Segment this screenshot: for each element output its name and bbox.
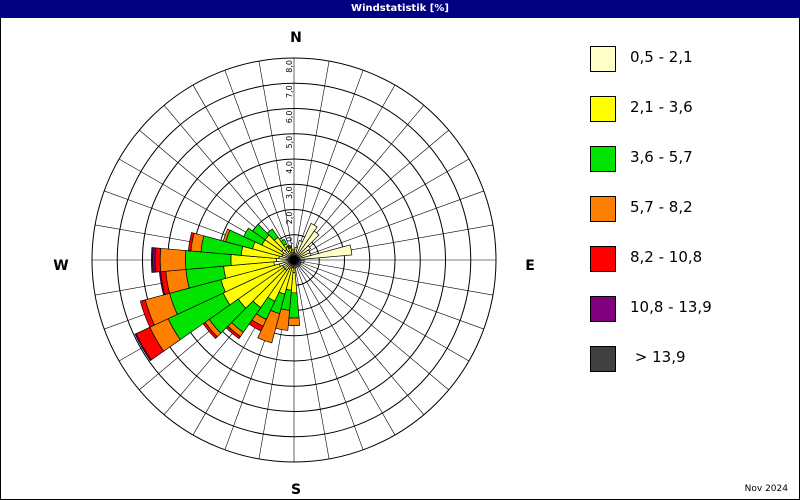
window-title: Windstatistik [%] (0, 0, 800, 18)
date-stamp: Nov 2024 (744, 484, 788, 494)
legend-item: 5,7 - 8,2 (590, 196, 790, 222)
radial-tick-labels: 8,0 7,0 6,0 5,0 4,0 3,0 2,0 1,0 (285, 60, 294, 249)
wind-bar-segment (293, 222, 318, 261)
legend-swatch (590, 96, 616, 122)
grid-spoke (293, 259, 330, 459)
legend-swatch (590, 346, 616, 372)
grid-spoke (258, 61, 295, 261)
wind-bar-segment (287, 317, 301, 326)
compass-east-label: E (525, 258, 535, 274)
grid-spoke (293, 259, 364, 450)
compass-south-label: S (291, 482, 301, 498)
grid-spoke (293, 190, 484, 261)
grid-spoke (293, 129, 449, 261)
legend-swatch (590, 46, 616, 72)
grid-spoke (293, 259, 493, 296)
radial-tick-label: 2,0 (285, 212, 294, 225)
wind-bar-segment (252, 223, 270, 241)
wind-bar-segment (159, 247, 187, 273)
legend-item: 3,6 - 5,7 (590, 146, 790, 172)
legend-item: 10,8 - 13,9 (590, 296, 790, 322)
compass-labels: N E S W (53, 30, 535, 498)
radial-tick-label: 4,0 (285, 161, 294, 174)
wind-bar-segment (187, 232, 195, 252)
wind-bar-segment (290, 249, 294, 254)
legend-swatch (590, 196, 616, 222)
grid-spoke (224, 70, 295, 261)
radial-tick-label: 5,0 (285, 136, 294, 149)
radial-tick-label: 8,0 (285, 60, 294, 73)
wind-bar-segment (154, 247, 162, 273)
grid-spoke (293, 259, 425, 415)
grid-spoke (293, 259, 484, 330)
wind-bar-segment (293, 230, 320, 261)
legend-label: 3,6 - 5,7 (630, 148, 693, 166)
wind-bar-segment (280, 238, 287, 247)
legend-label: 2,1 - 3,6 (630, 98, 693, 116)
grid-spoke (192, 84, 295, 261)
legend-label: 8,2 - 10,8 (630, 248, 703, 266)
legend-swatch (590, 296, 616, 322)
wind-bar-segment (257, 309, 281, 344)
legend-item: 2,1 - 3,6 (590, 96, 790, 122)
polar-grid (91, 57, 497, 463)
legend-item: 0,5 - 2,1 (590, 46, 790, 72)
wind-bar-segment (222, 228, 231, 243)
compass-west-label: W (53, 258, 68, 274)
legend-label: 0,5 - 2,1 (630, 48, 693, 66)
wind-bar-segment (150, 247, 154, 273)
grid-spoke (293, 61, 330, 261)
legend-swatch (590, 146, 616, 172)
wind-bar-segment (293, 244, 353, 261)
wind-bar-segment (266, 228, 279, 241)
wind-bar-segment (293, 245, 312, 261)
radial-tick-label: 1,0 (285, 237, 294, 250)
wind-bar-segment (134, 333, 152, 362)
wind-bars (134, 222, 353, 362)
legend-label: 5,7 - 8,2 (630, 198, 693, 216)
grid-spoke (293, 259, 396, 436)
grid-spoke (293, 259, 449, 391)
legend-label: 10,8 - 13,9 (630, 298, 712, 316)
legend-item: 8,2 - 10,8 (590, 246, 790, 272)
radial-tick-label: 7,0 (285, 85, 294, 98)
legend-swatch (590, 246, 616, 272)
grid-spoke (293, 70, 364, 261)
wind-bar-segment (243, 227, 266, 246)
wind-rose-chart: 8,0 7,0 6,0 5,0 4,0 3,0 2,0 1,0 N E S W (53, 30, 535, 498)
grid-spoke (293, 158, 470, 261)
compass-north-label: N (290, 30, 302, 46)
radial-tick-label: 6,0 (285, 111, 294, 124)
wind-bar-segment (139, 299, 155, 328)
legend-item: > 13,9 (590, 346, 790, 372)
wind-bar-segment (287, 244, 292, 250)
legend-label: > 13,9 (630, 348, 686, 366)
radial-tick-label: 3,0 (285, 186, 294, 199)
grid-spoke (293, 259, 470, 362)
